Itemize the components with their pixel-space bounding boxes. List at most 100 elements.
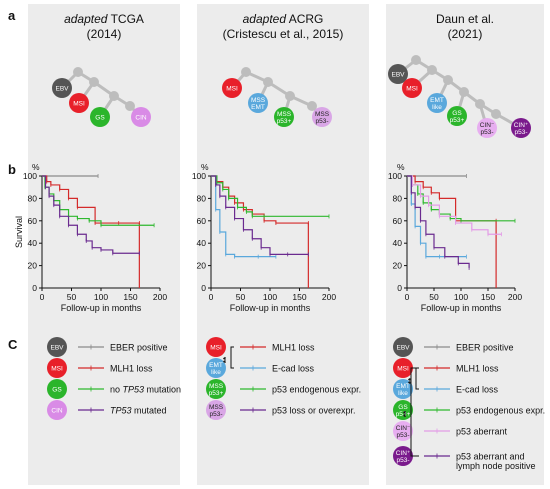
x-tick-label: 150 <box>481 292 495 302</box>
tree3-junction <box>443 75 453 85</box>
legend2-sig-bracket <box>230 346 234 369</box>
x-axis-title: Follow-up in months <box>61 303 142 313</box>
legend2-item-2-node-label: EMT <box>209 362 223 369</box>
x-tick-label: 150 <box>292 292 306 302</box>
tree3-junction <box>411 55 421 65</box>
row-label-b: b <box>8 162 16 177</box>
y-tick-label: 0 <box>201 283 206 293</box>
x-tick-label: 100 <box>94 292 108 302</box>
y-tick-label: 40 <box>28 238 38 248</box>
y-tick-label: 0 <box>32 283 37 293</box>
legend3-sig-bracket-2 <box>410 367 419 457</box>
x-tick-label: 50 <box>429 292 439 302</box>
legend3-item-6-node-label: CIN⁺ <box>396 450 411 457</box>
x-tick-label: 0 <box>405 292 410 302</box>
y-tick-label: 100 <box>23 171 37 181</box>
tree3-node-3-label: GS <box>452 110 462 117</box>
legend2-item-3-node <box>206 379 226 399</box>
legend1-item-1-node-label: EBV <box>50 344 64 351</box>
legend1-item-2-node-label: MSI <box>51 365 63 372</box>
tree3-node-4-label: p53- <box>480 129 493 136</box>
tree3-node-2-label: EMT <box>430 97 444 104</box>
y-tick-label: 80 <box>197 193 207 203</box>
y-tick-label: 0 <box>397 283 402 293</box>
y-tick-label: 80 <box>28 193 38 203</box>
legend3-item-4-node <box>393 400 413 420</box>
tree2-node-1 <box>248 93 268 113</box>
tree2-node-1-label: MSS <box>251 97 266 104</box>
legend3-item-2-node <box>393 358 413 378</box>
legend1-item-3-node-label: GS <box>52 386 62 393</box>
tree3-node-5-label: CIN⁺ <box>514 122 529 129</box>
legend3-item-5-node-label: p53- <box>396 432 409 439</box>
tree3-junction <box>475 99 485 109</box>
tree2-node-3-label: MSS <box>315 111 330 118</box>
legend2-item-2-node <box>206 358 226 378</box>
tree3-node-0 <box>388 64 408 84</box>
x-tick-label: 50 <box>67 292 77 302</box>
legend2-item-4-node-label: p53- <box>209 411 222 418</box>
x-tick-label: 100 <box>263 292 277 302</box>
row-label-c: C <box>8 337 18 352</box>
y-tick-label: 20 <box>197 261 207 271</box>
legend2-item-1-text: MLH1 loss <box>272 342 315 352</box>
legend3-sig-mark-2: ** <box>402 410 411 417</box>
legend2-item-1-node-label: MSI <box>210 344 222 351</box>
tree2-node-1-label: EMT <box>251 104 265 111</box>
tree3-node-5-label: p53- <box>514 129 527 136</box>
y-tick-label: 40 <box>197 238 207 248</box>
tree2-junction <box>307 101 317 111</box>
y-tick-label: 40 <box>393 238 403 248</box>
tree3-node-2 <box>427 93 447 113</box>
legend2-item-3-node-label: p53+ <box>209 390 224 397</box>
y-tick-label: 20 <box>28 261 38 271</box>
tree1-node-msi-label: MSI <box>73 100 85 107</box>
x-tick-label: 200 <box>508 292 522 302</box>
tree3-node-4-label: CIN⁻ <box>480 122 495 129</box>
legend2-sig-mark: ** <box>222 356 231 363</box>
tree1-node-gs <box>90 107 110 127</box>
legend2-item-3-node-label: MSS <box>209 383 224 390</box>
legend3-item-6-node <box>393 446 413 466</box>
tree3-node-3 <box>447 106 467 126</box>
km-series-2 <box>42 175 140 288</box>
panel-subtitle-acrg: (Cristescu et al., 2015) <box>222 27 344 41</box>
km-series-6 <box>407 175 470 268</box>
x-tick-label: 200 <box>153 292 167 302</box>
legend2-item-4-text: p53 loss or overexpr. <box>272 405 356 415</box>
km-chart-3: 0 20 40 60 80 100 0 50 100 150 200% Follow-up in mo… <box>388 162 523 313</box>
x-axis-title: Follow-up in months <box>230 303 311 313</box>
tree3-node-5 <box>511 118 531 138</box>
x-tick-label: 50 <box>236 292 246 302</box>
y-axis-title: Survival <box>14 216 24 248</box>
legend1-item-4-node <box>47 400 67 420</box>
legend2-item-4-node <box>206 400 226 420</box>
legend1-item-3-node <box>47 379 67 399</box>
y-tick-label: 100 <box>388 171 402 181</box>
tree1-node-cin-label: CIN <box>135 114 147 121</box>
tree3-node-4 <box>477 118 497 138</box>
legend1-item-1-text: EBER positive <box>110 342 168 352</box>
legend3-item-2-node-label: MSI <box>397 365 409 372</box>
legend2-item-2-node-label: like <box>211 369 221 376</box>
tree1-node-ebv <box>52 78 72 98</box>
km-series-4 <box>211 175 309 255</box>
tree3-junction <box>427 65 437 75</box>
legend3-item-5-node-label: CIN⁻ <box>396 425 411 432</box>
panel-title-daun: Daun et al. <box>435 12 495 26</box>
tree2-node-3 <box>312 107 332 127</box>
y-unit-label: % <box>201 162 209 172</box>
x-tick-label: 200 <box>322 292 336 302</box>
legend1-item-4-text: TP53 mutated <box>110 405 167 415</box>
legend2-item-2-text: E-cad loss <box>272 363 315 373</box>
legend3-item-4-text: p53 endogenous expr. <box>456 405 545 415</box>
tree1-node-cin <box>131 107 151 127</box>
km-chart-2: 0 20 40 60 80 100 0 50 100 150 200% Follow-up in mo… <box>192 162 337 313</box>
legend3-item-1-text: EBER positive <box>456 342 514 352</box>
legend3-item-3-node <box>393 379 413 399</box>
tree1-node-msi <box>69 93 89 113</box>
x-axis-title: Follow-up in months <box>421 303 502 313</box>
legend3-item-3-node-label: EMT <box>396 383 410 390</box>
tree3-junction <box>491 109 501 119</box>
